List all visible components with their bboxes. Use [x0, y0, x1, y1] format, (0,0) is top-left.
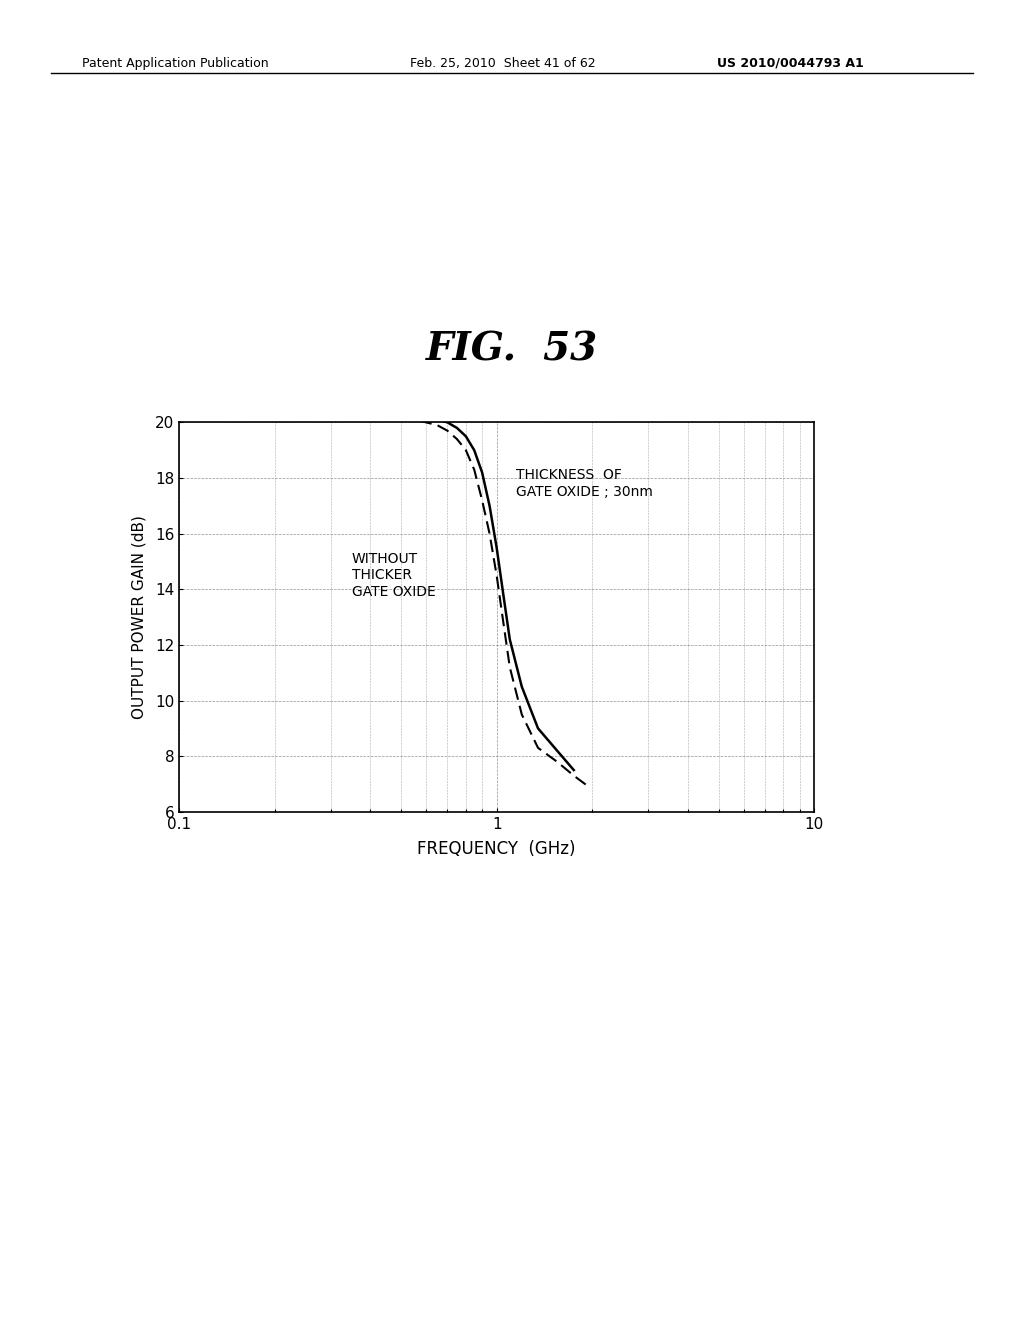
Text: THICKNESS  OF
GATE OXIDE ; 30nm: THICKNESS OF GATE OXIDE ; 30nm: [516, 469, 652, 499]
X-axis label: FREQUENCY  (GHz): FREQUENCY (GHz): [418, 840, 575, 858]
Text: FIG.  53: FIG. 53: [426, 331, 598, 368]
Y-axis label: OUTPUT POWER GAIN (dB): OUTPUT POWER GAIN (dB): [132, 515, 146, 719]
Text: US 2010/0044793 A1: US 2010/0044793 A1: [717, 57, 863, 70]
Text: Patent Application Publication: Patent Application Publication: [82, 57, 268, 70]
Text: WITHOUT
THICKER
GATE OXIDE: WITHOUT THICKER GATE OXIDE: [352, 552, 435, 598]
Text: Feb. 25, 2010  Sheet 41 of 62: Feb. 25, 2010 Sheet 41 of 62: [410, 57, 595, 70]
